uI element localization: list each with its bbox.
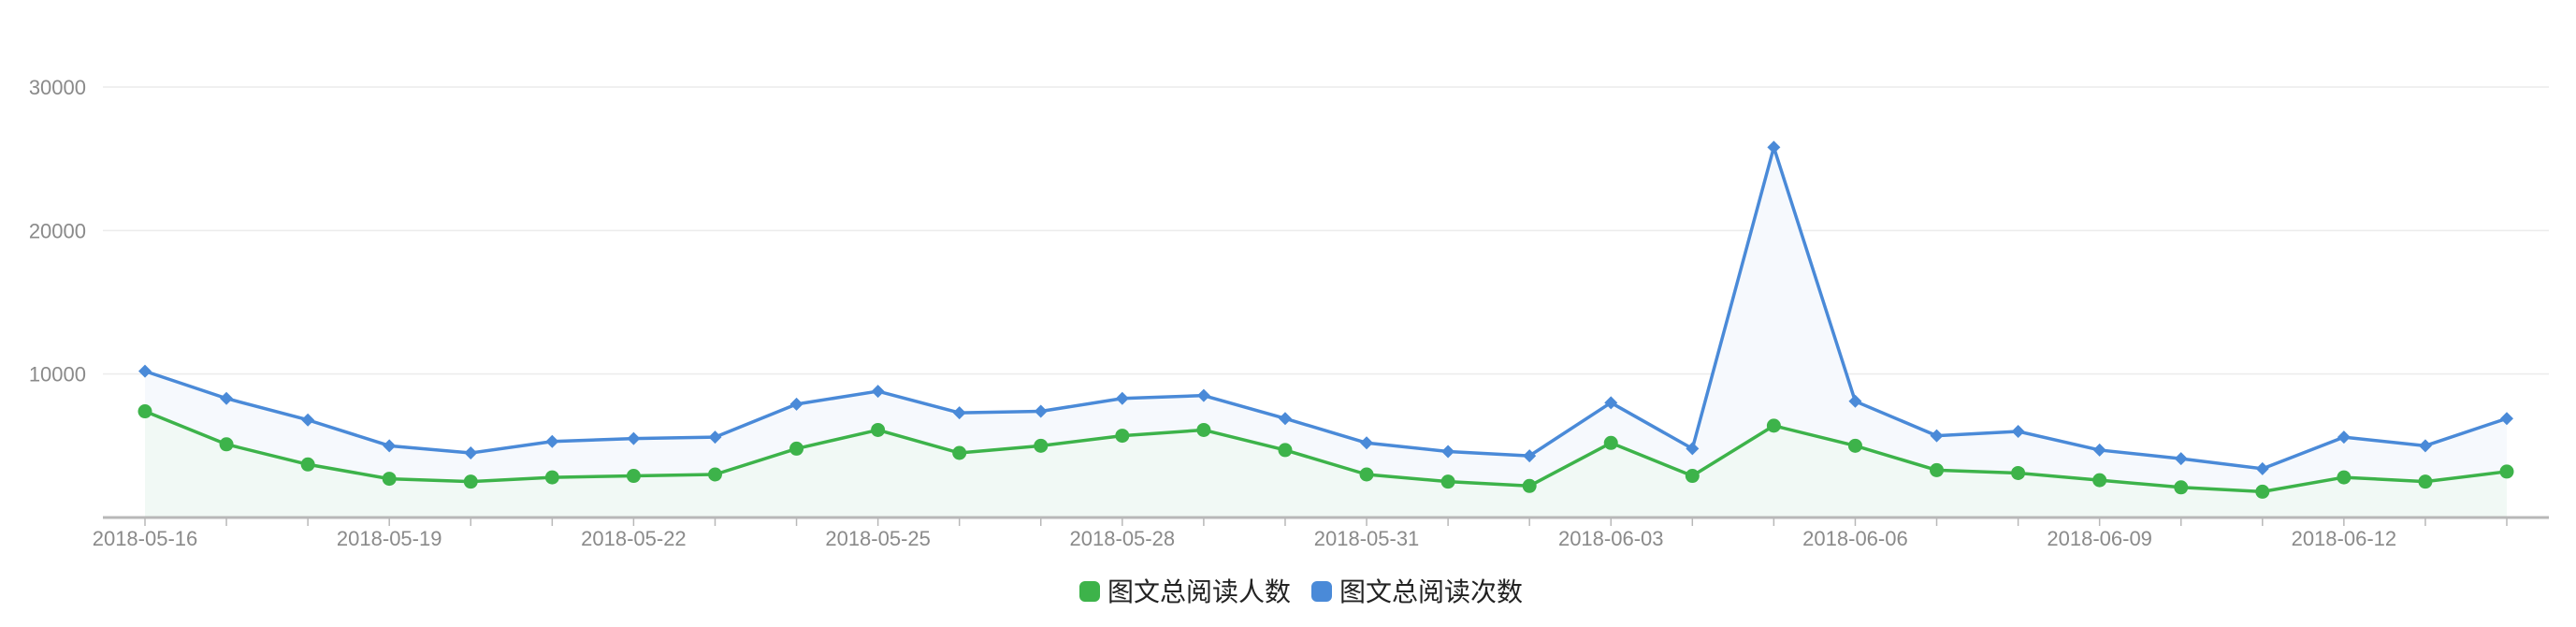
x-tick-label: 2018-06-03 <box>1558 527 1664 550</box>
x-tick-label: 2018-05-19 <box>337 527 442 550</box>
data-point-0-21[interactable] <box>1847 438 1862 453</box>
legend-label: 图文总阅读次数 <box>1339 576 1523 607</box>
x-tick-label: 2018-05-25 <box>825 527 931 550</box>
data-point-1-6[interactable] <box>627 431 641 445</box>
data-point-1-22[interactable] <box>1930 429 1944 443</box>
data-point-1-18[interactable] <box>1604 396 1618 410</box>
data-point-1-3[interactable] <box>383 439 397 453</box>
data-point-0-3[interactable] <box>382 472 397 487</box>
grid-lines <box>103 86 2549 375</box>
data-point-1-29[interactable] <box>2500 412 2513 426</box>
data-point-1-23[interactable] <box>2011 425 2025 438</box>
legend-label: 图文总阅读人数 <box>1107 576 1291 607</box>
data-point-0-5[interactable] <box>544 470 559 485</box>
data-point-0-20[interactable] <box>1766 418 1781 433</box>
x-axis-ticks: 2018-05-16 2018-05-19 2018-05-22 2018-05-25… <box>93 527 2396 550</box>
data-point-1-25[interactable] <box>2174 452 2188 466</box>
data-point-0-18[interactable] <box>1603 435 1618 450</box>
data-point-1-4[interactable] <box>464 446 478 459</box>
legend[interactable]: 图文总阅读人数 图文总阅读次数 <box>1079 576 1523 607</box>
data-point-1-11[interactable] <box>1034 404 1048 418</box>
data-point-1-1[interactable] <box>220 391 234 405</box>
x-tick-label: 2018-05-28 <box>1070 527 1176 550</box>
data-point-0-1[interactable] <box>219 437 234 452</box>
x-tick-label: 2018-06-12 <box>2292 527 2397 550</box>
x-tick-label: 2018-05-16 <box>93 527 198 550</box>
data-point-0-28[interactable] <box>2418 474 2433 489</box>
data-point-1-21[interactable] <box>1848 394 1862 408</box>
data-point-0-19[interactable] <box>1685 469 1700 484</box>
data-point-0-23[interactable] <box>2011 465 2026 480</box>
x-tick-label: 2018-06-09 <box>2047 527 2152 550</box>
series-markers <box>137 140 2514 499</box>
data-point-0-13[interactable] <box>1196 422 1211 437</box>
data-point-0-14[interactable] <box>1278 443 1293 458</box>
data-point-0-16[interactable] <box>1440 474 1455 489</box>
data-point-1-10[interactable] <box>952 406 966 420</box>
y-tick-label: 20000 <box>29 219 86 242</box>
y-tick-label: 10000 <box>29 363 86 386</box>
data-point-1-20[interactable] <box>1767 140 1781 154</box>
data-point-1-26[interactable] <box>2255 461 2269 475</box>
data-point-1-0[interactable] <box>138 364 152 378</box>
data-point-0-26[interactable] <box>2255 484 2270 499</box>
data-point-0-29[interactable] <box>2499 464 2514 479</box>
data-point-0-27[interactable] <box>2337 470 2352 485</box>
data-point-1-2[interactable] <box>301 413 315 427</box>
data-point-0-9[interactable] <box>871 422 886 437</box>
data-point-0-10[interactable] <box>952 445 967 460</box>
data-point-1-15[interactable] <box>1360 436 1374 450</box>
data-point-1-17[interactable] <box>1523 449 1537 463</box>
data-point-1-8[interactable] <box>789 397 803 411</box>
series-lines <box>144 145 2508 494</box>
data-point-0-8[interactable] <box>789 441 804 456</box>
x-tick-label: 2018-06-06 <box>1802 527 1908 550</box>
data-point-1-27[interactable] <box>2337 430 2351 445</box>
data-point-0-24[interactable] <box>2092 473 2107 488</box>
data-point-0-17[interactable] <box>1522 478 1537 493</box>
legend-swatch-icon <box>1079 581 1100 602</box>
legend-item-0[interactable]: 图文总阅读人数 <box>1079 576 1291 607</box>
x-tick-label: 2018-05-31 <box>1314 527 1420 550</box>
data-point-1-28[interactable] <box>2418 439 2432 453</box>
data-point-1-24[interactable] <box>2092 443 2106 457</box>
x-tick-label: 2018-05-22 <box>581 527 687 550</box>
series-line-0 <box>144 409 2508 494</box>
data-point-0-12[interactable] <box>1115 429 1130 444</box>
data-point-1-12[interactable] <box>1115 391 1129 405</box>
data-point-0-11[interactable] <box>1034 438 1049 453</box>
data-point-1-13[interactable] <box>1196 388 1210 402</box>
y-axis-ticks: 10000 20000 30000 <box>29 76 86 386</box>
data-point-0-2[interactable] <box>300 457 315 472</box>
data-point-1-7[interactable] <box>708 430 722 445</box>
legend-item-1[interactable]: 图文总阅读次数 <box>1311 576 1523 607</box>
data-point-1-14[interactable] <box>1278 412 1292 426</box>
legend-swatch-icon <box>1311 581 1332 602</box>
area-fills <box>145 147 2507 518</box>
data-point-0-15[interactable] <box>1359 467 1374 482</box>
y-tick-label: 30000 <box>29 76 86 99</box>
data-point-1-16[interactable] <box>1441 445 1455 459</box>
data-point-1-5[interactable] <box>545 434 559 448</box>
data-point-0-0[interactable] <box>137 404 152 419</box>
data-point-0-6[interactable] <box>626 469 641 484</box>
x-axis <box>103 516 2549 526</box>
data-point-0-25[interactable] <box>2174 480 2189 495</box>
data-point-0-7[interactable] <box>707 467 722 482</box>
data-point-1-19[interactable] <box>1686 442 1700 456</box>
data-point-1-9[interactable] <box>871 385 885 399</box>
series-line-1 <box>144 145 2508 471</box>
data-point-0-4[interactable] <box>463 474 478 489</box>
data-point-0-22[interactable] <box>1930 462 1945 477</box>
area-fill-series-0 <box>145 411 2507 518</box>
